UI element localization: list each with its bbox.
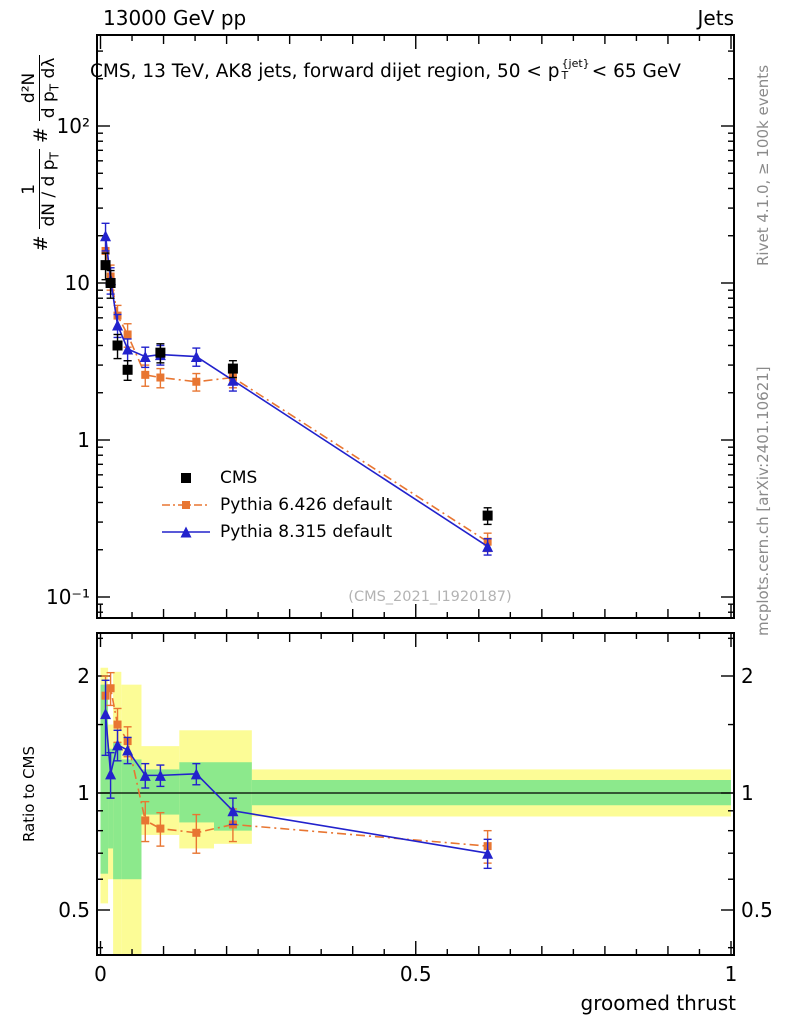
legend-item-cms: CMS [162,464,392,491]
svg-text:0.5: 0.5 [58,898,90,922]
rivet-version-note: Rivet 4.1.0, ≥ 100k events [754,64,772,266]
plot-title: CMS, 13 TeV, AK8 jets, forward dijet reg… [90,58,681,83]
pt-supsub-stack: {jet} T [562,58,590,81]
ylabel-frac1-den-sub: T [47,152,62,160]
ylabel-hash-1: # [30,235,52,252]
svg-text:1: 1 [741,781,754,805]
pythia6-marker-icon [162,497,210,513]
ratio-y-axis-label: Ratio to CMS [20,745,38,843]
legend-item-pythia8: Pythia 8.315 default [162,518,392,545]
ratio-uncertainty-bands [100,667,731,955]
svg-text:0.5: 0.5 [741,898,773,922]
pt-subscript: T [561,68,569,82]
ylabel-frac2-denominator: d pT dλ [39,54,63,122]
ylabel-frac2-den-text2: dλ [39,57,60,84]
axis-tick-labels: 10² 10 1 10⁻¹ 2 2 1 1 0.5 0.5 0 0.5 1 [46,114,773,986]
ylabel-hash-2: # [30,127,52,144]
svg-text:10²: 10² [57,114,90,138]
plot-title-text: CMS, 13 TeV, AK8 jets, forward dijet reg… [90,61,560,83]
svg-text:0.5: 0.5 [400,962,432,986]
ylabel-fraction-1: 1 dN / d pT [18,149,63,230]
cms-marker-icon [162,470,210,486]
process-label: Jets [697,6,734,30]
mcplots-reference-note: mcplots.cern.ch [arXiv:2401.10621] [754,366,772,636]
main-y-axis-label: # 1 dN / d pT # d²N d pT dλ [0,5,85,295]
x-axis-label: groomed thrust [580,991,736,1015]
svg-text:1: 1 [77,781,90,805]
analysis-id-watermark: (CMS_2021_I1920187) [348,589,512,605]
ylabel-fraction-2: d²N d pT dλ [18,54,63,122]
svg-text:10: 10 [65,271,90,295]
legend: CMS Pythia 6.426 default Pythia 8.315 de… [162,464,392,545]
legend-label-pythia8: Pythia 8.315 default [220,521,393,542]
svg-text:1: 1 [77,428,90,452]
svg-text:2: 2 [77,664,90,688]
svg-text:0: 0 [94,962,107,986]
plot-title-text-end: < 65 GeV [591,61,681,83]
legend-label-pythia6: Pythia 6.426 default [220,494,393,515]
ylabel-frac1-numerator: 1 [18,183,39,195]
legend-item-pythia6: Pythia 6.426 default [162,491,392,518]
ylabel-frac2-den-text: d p [39,91,60,119]
ylabel-frac2-numerator: d²N [18,72,39,104]
svg-text:2: 2 [741,664,754,688]
pt-superscript: {jet} [561,57,590,70]
ylabel-frac1-den-text: dN / d p [39,159,60,227]
svg-text:10⁻¹: 10⁻¹ [46,585,90,609]
series-pythia-8.315-default [100,222,494,870]
pythia8-marker-icon [162,524,210,540]
svg-text:1: 1 [725,962,738,986]
series-cms [100,252,493,526]
beam-energy-label: 13000 GeV pp [103,6,247,30]
legend-label-cms: CMS [220,467,258,488]
ylabel-frac1-denominator: dN / d pT [39,149,63,230]
ylabel-frac2-den-sub: T [47,83,62,92]
